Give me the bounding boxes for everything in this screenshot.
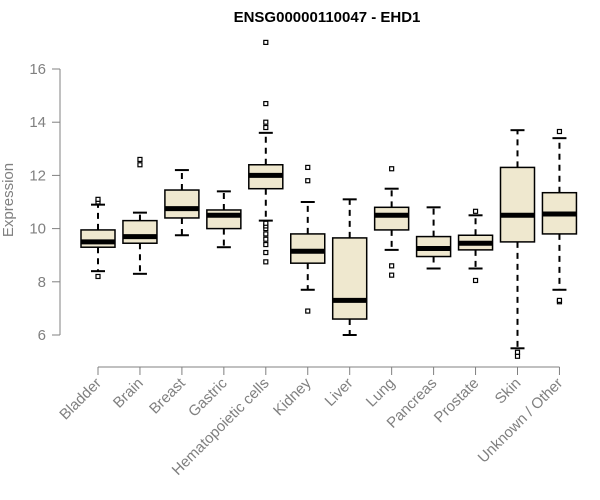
box-hematopoietic-cells xyxy=(248,39,284,265)
box-body xyxy=(331,237,368,320)
y-axis-label: Expression xyxy=(0,163,17,237)
outlier-point xyxy=(389,166,395,172)
chart-title: ENSG00000110047 - EHD1 xyxy=(234,9,421,26)
outlier-point xyxy=(389,263,395,269)
outlier-point xyxy=(137,156,143,163)
x-tick-label: Breast xyxy=(146,374,189,417)
x-tick-label: Bladder xyxy=(56,375,105,424)
box-body xyxy=(290,233,326,264)
x-tick-label: Lung xyxy=(363,375,399,411)
outlier-point xyxy=(305,178,311,184)
outlier-point xyxy=(95,273,101,280)
outlier-point xyxy=(263,259,269,265)
y-tick-label: 8 xyxy=(38,274,46,291)
y-tick-label: 12 xyxy=(29,167,46,184)
box-lung xyxy=(373,166,410,278)
box-breast xyxy=(164,169,200,237)
outlier-point xyxy=(137,162,143,168)
y-tick-label: 6 xyxy=(38,327,46,344)
y-tick-label: 16 xyxy=(29,61,46,78)
x-tick-label: Liver xyxy=(322,375,357,410)
outlier-point xyxy=(263,220,269,226)
x-tick-label: Prostate xyxy=(431,375,483,427)
outlier-point xyxy=(95,196,101,202)
box-gastric xyxy=(206,190,242,249)
box-body xyxy=(373,206,410,231)
box-pancreas xyxy=(415,206,452,270)
outlier-point xyxy=(556,297,563,304)
box-body xyxy=(80,229,116,248)
outlier-point xyxy=(263,124,269,131)
box-brain xyxy=(122,156,158,275)
outlier-point xyxy=(305,308,311,314)
outlier-point xyxy=(263,249,269,256)
box-bladder xyxy=(80,196,116,280)
outlier-point xyxy=(263,236,269,242)
outlier-point xyxy=(389,272,395,278)
box-body xyxy=(206,209,242,230)
outlier-point xyxy=(472,208,479,214)
box-liver xyxy=(331,198,368,336)
boxes-group xyxy=(80,39,578,359)
outlier-point xyxy=(305,164,311,171)
outlier-point xyxy=(263,119,269,125)
outlier-point xyxy=(514,349,521,355)
box-unknown-other xyxy=(541,128,578,305)
outlier-point xyxy=(472,277,479,284)
x-tick-label: Skin xyxy=(492,375,525,408)
outlier-point xyxy=(556,128,563,135)
box-body xyxy=(164,189,200,219)
box-kidney xyxy=(290,164,326,314)
outlier-point xyxy=(263,231,269,237)
box-body xyxy=(499,166,536,243)
y-tick-label: 14 xyxy=(29,114,46,131)
outlier-point xyxy=(263,100,269,107)
box-prostate xyxy=(457,208,494,284)
y-axis: 6 8 10 12 14 16 xyxy=(29,61,61,344)
outlier-point xyxy=(263,39,269,46)
x-tick-label: Kidney xyxy=(270,374,315,419)
x-tick-label: Brain xyxy=(110,375,147,412)
outlier-point xyxy=(263,241,269,248)
box-skin xyxy=(499,129,536,359)
box-body xyxy=(122,219,158,244)
y-tick-label: 10 xyxy=(29,221,46,238)
